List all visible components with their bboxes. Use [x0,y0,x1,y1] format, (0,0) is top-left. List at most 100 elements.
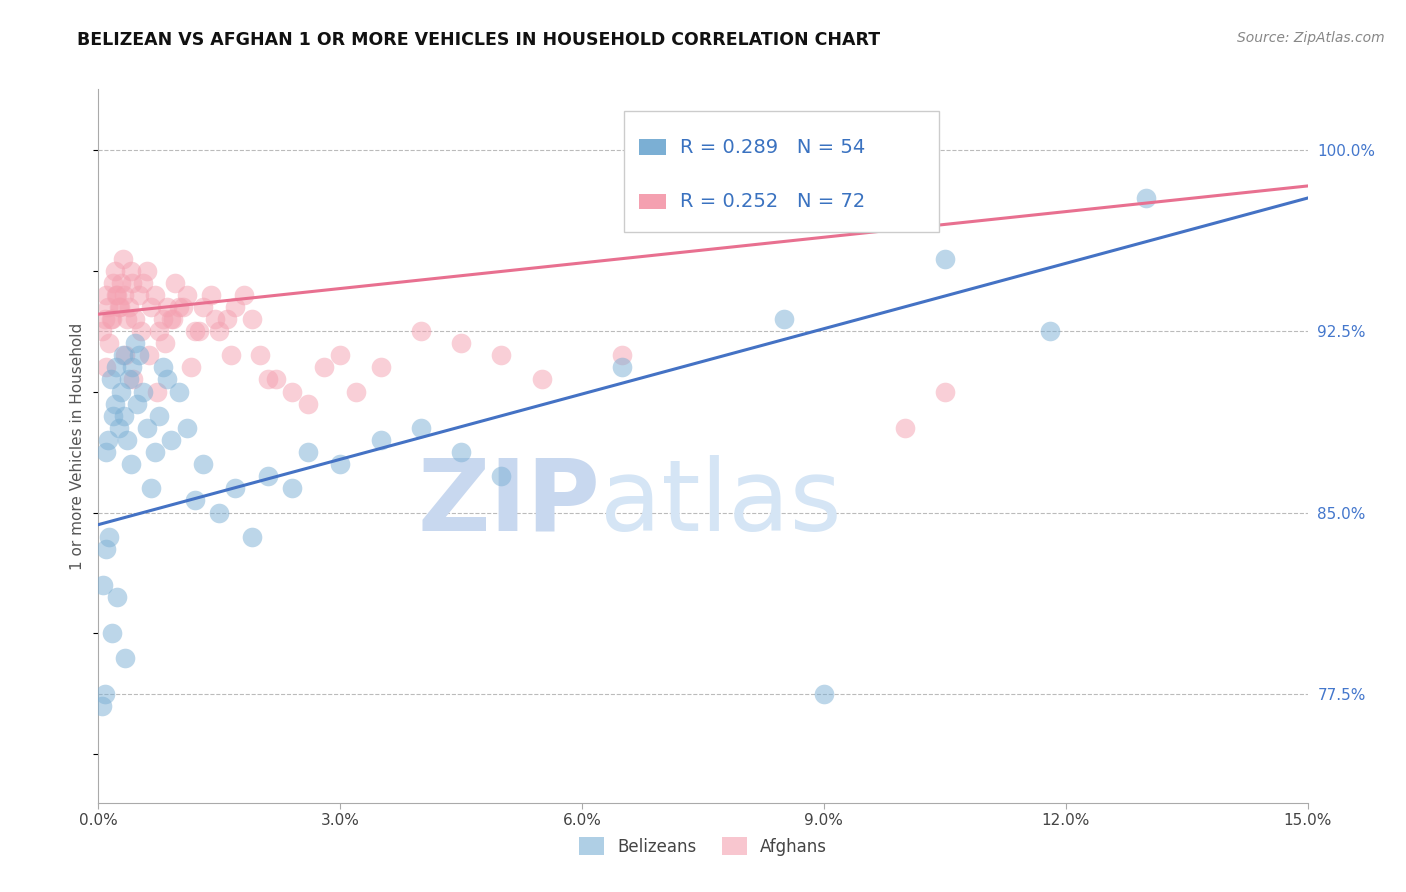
Point [281,481,304,495]
Point [97,530,120,544]
Point [143,288,166,302]
Point [111,252,134,266]
Point [94,687,117,701]
Point [105,590,128,604]
Point [114,348,136,362]
Point [156,372,179,386]
Point [167,384,190,399]
Point [124,312,146,326]
Point [813,687,835,701]
Point [118,300,141,314]
Point [105,288,128,302]
Point [118,372,141,386]
Point [329,348,352,362]
Point [217,312,239,326]
Point [281,384,304,399]
Point [224,481,246,495]
Point [176,288,198,302]
Point [91,699,114,714]
Point [772,143,794,157]
Point [112,288,135,302]
Point [208,324,231,338]
Point [370,360,392,375]
Point [94,360,117,375]
Point [180,360,202,375]
Point [105,288,128,302]
Point [156,300,179,314]
Point [101,276,124,290]
Point [167,300,190,314]
Point [221,348,243,362]
Point [772,312,794,326]
Point [450,445,472,459]
Y-axis label: 1 or more Vehicles in Household: 1 or more Vehicles in Household [70,322,86,570]
FancyBboxPatch shape [638,194,665,210]
Point [1135,191,1157,205]
Point [893,421,915,435]
Point [108,300,131,314]
Point [91,578,114,592]
Point [530,372,553,386]
Point [163,276,186,290]
Point [128,348,150,362]
Point [409,324,432,338]
Point [193,300,215,314]
Point [97,300,120,314]
Point [297,397,319,411]
Point [128,288,150,302]
Point [240,312,263,326]
Point [344,384,367,399]
Point [813,143,835,157]
Point [115,312,138,326]
Point [297,445,319,459]
Point [200,288,222,302]
Point [103,263,125,277]
Point [193,457,215,471]
Point [111,348,134,362]
Point [204,312,226,326]
Point [264,372,287,386]
Point [1039,324,1062,338]
Point [612,348,634,362]
Point [450,336,472,351]
Point [256,469,278,483]
Point [91,324,114,338]
Point [112,409,135,423]
Point [152,312,174,326]
FancyBboxPatch shape [638,139,665,155]
Point [172,300,194,314]
Point [232,288,254,302]
Point [155,336,177,351]
Point [138,348,160,362]
Point [94,541,117,556]
Point [96,288,118,302]
Point [114,650,136,665]
Point [115,433,138,447]
Point [94,312,117,326]
Point [152,360,174,375]
Point [107,421,129,435]
Point [120,263,142,277]
Point [139,481,162,495]
Point [110,276,132,290]
Point [184,324,207,338]
Point [188,324,211,338]
Point [97,336,120,351]
Text: R = 0.289   N = 54: R = 0.289 N = 54 [681,137,865,156]
Point [491,348,513,362]
Point [612,360,634,375]
Point [129,324,152,338]
Text: R = 0.252   N = 72: R = 0.252 N = 72 [681,192,865,211]
Point [148,409,170,423]
Point [124,336,146,351]
Point [132,276,155,290]
Point [121,276,143,290]
Point [100,372,122,386]
Point [105,360,128,375]
Point [97,433,120,447]
Point [256,372,278,386]
Point [934,252,956,266]
Point [132,384,155,399]
Point [148,324,170,338]
Point [127,397,149,411]
